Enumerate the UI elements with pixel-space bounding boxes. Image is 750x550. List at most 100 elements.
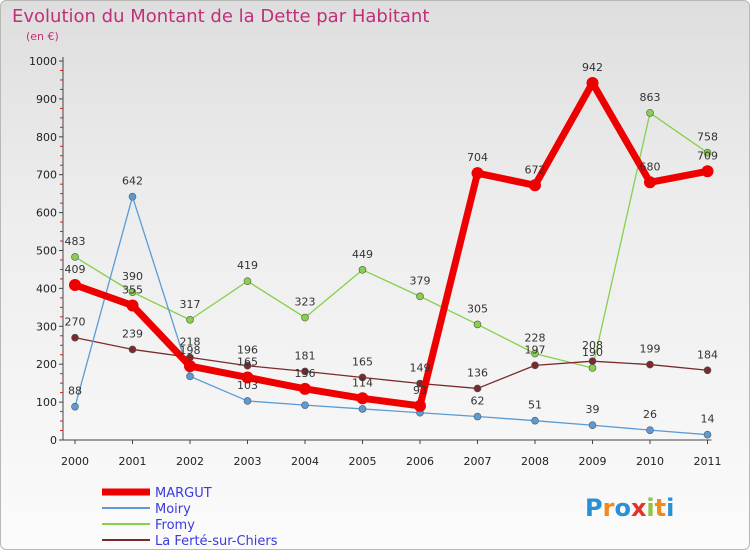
- data-label: 672: [525, 163, 546, 176]
- data-point: [241, 371, 254, 384]
- data-label: 704: [467, 151, 488, 164]
- data-label: 165: [352, 355, 373, 368]
- data-point: [186, 316, 194, 324]
- data-point: [243, 361, 252, 370]
- data-label: 198: [180, 344, 201, 357]
- legend-label: Fromy: [155, 518, 195, 533]
- x-tick-label: 2000: [61, 455, 89, 468]
- data-label: 758: [697, 131, 718, 144]
- data-point: [646, 109, 654, 117]
- y-tick-label: 0: [50, 434, 57, 447]
- data-label: 709: [697, 149, 718, 162]
- x-tick-label: 2007: [464, 455, 492, 468]
- series-line: [71, 79, 711, 410]
- data-labels: 409 355 198 165 136 114 93 704 672 942 680 709 88 642…: [65, 61, 719, 426]
- data-label: 39: [586, 403, 600, 416]
- data-label: 390: [122, 270, 143, 283]
- data-point: [71, 253, 79, 261]
- data-label: 197: [525, 343, 546, 356]
- data-label: 88: [68, 385, 82, 398]
- data-label: 114: [352, 376, 373, 389]
- data-point: [301, 313, 309, 322]
- data-point: [531, 361, 539, 370]
- data-point: [471, 167, 484, 180]
- data-label: 355: [122, 283, 143, 296]
- data-label: 181: [295, 349, 316, 362]
- data-point: [703, 430, 712, 439]
- y-tick-label: 500: [36, 245, 57, 258]
- chart-title: Evolution du Montant de la Dette par Hab…: [12, 6, 429, 27]
- data-point: [128, 345, 137, 354]
- data-label: 449: [352, 248, 373, 261]
- y-tick-label: 400: [36, 282, 57, 295]
- data-point: [358, 405, 367, 413]
- data-point: [586, 76, 599, 89]
- data-point: [71, 402, 79, 411]
- data-label: 51: [528, 399, 542, 412]
- data-point: [473, 320, 482, 329]
- y-tick-label: 300: [36, 320, 57, 333]
- data-label: 14: [701, 413, 715, 426]
- y-tick-label: 800: [36, 131, 57, 144]
- data-label: 199: [640, 343, 661, 356]
- series-layer: [69, 76, 714, 439]
- data-point: [301, 401, 309, 409]
- legend-label: Moiry: [155, 502, 191, 517]
- chart-subtitle: (en €): [26, 30, 59, 43]
- data-label: 218: [180, 335, 201, 348]
- legend-label: MARGUT: [155, 486, 212, 501]
- data-label: 305: [467, 302, 488, 315]
- data-point: [473, 412, 482, 421]
- logo-letter: t: [655, 494, 666, 522]
- axes: 0 100 200 300 400 500 600 700 800 900 1000 2000 2001…: [29, 55, 722, 468]
- y-tick-label: 1000: [29, 55, 57, 68]
- y-tick-label: 200: [36, 358, 57, 371]
- y-tick-label: 700: [36, 169, 57, 182]
- x-tick-label: 2011: [694, 455, 722, 468]
- x-tick-label: 2009: [579, 455, 607, 468]
- data-point: [128, 288, 137, 296]
- data-point: [588, 421, 597, 430]
- data-point: [186, 372, 194, 381]
- data-point: [588, 364, 597, 372]
- data-label: 642: [122, 175, 143, 188]
- logo-letter: i: [646, 494, 654, 522]
- data-label: 208: [582, 339, 603, 352]
- data-point: [588, 357, 597, 365]
- data-label: 270: [65, 316, 86, 329]
- data-label: 942: [582, 61, 603, 74]
- data-point: [184, 360, 196, 373]
- data-label: 136: [467, 366, 488, 379]
- x-tick-label: 2005: [349, 455, 377, 468]
- logo-letter: i: [666, 494, 674, 522]
- logo-letter: o: [614, 494, 631, 522]
- data-point: [644, 176, 656, 189]
- data-point: [531, 349, 539, 358]
- data-label: 93: [413, 384, 427, 397]
- data-label: 379: [410, 274, 431, 287]
- data-label: 419: [237, 259, 258, 272]
- data-point: [416, 292, 424, 301]
- data-point: [243, 397, 252, 405]
- x-tick-label: 2006: [406, 455, 434, 468]
- x-tick-label: 2004: [291, 455, 319, 468]
- data-point: [71, 333, 79, 342]
- y-tick-label: 900: [36, 93, 57, 106]
- logo-letter: x: [631, 494, 647, 522]
- data-label: 196: [237, 344, 258, 357]
- logo-letter: r: [603, 494, 615, 522]
- x-tick-label: 2001: [119, 455, 147, 468]
- data-point: [646, 360, 654, 369]
- data-point: [473, 384, 482, 393]
- data-label: 317: [180, 298, 201, 311]
- data-label: 409: [65, 263, 86, 276]
- data-label: 680: [640, 160, 661, 173]
- data-label: 26: [643, 408, 657, 421]
- data-label: 239: [122, 327, 143, 340]
- logo-letter: P: [585, 494, 603, 522]
- data-point: [529, 179, 541, 192]
- data-label: 483: [65, 235, 86, 248]
- data-point: [531, 416, 539, 425]
- data-label: 863: [640, 91, 661, 104]
